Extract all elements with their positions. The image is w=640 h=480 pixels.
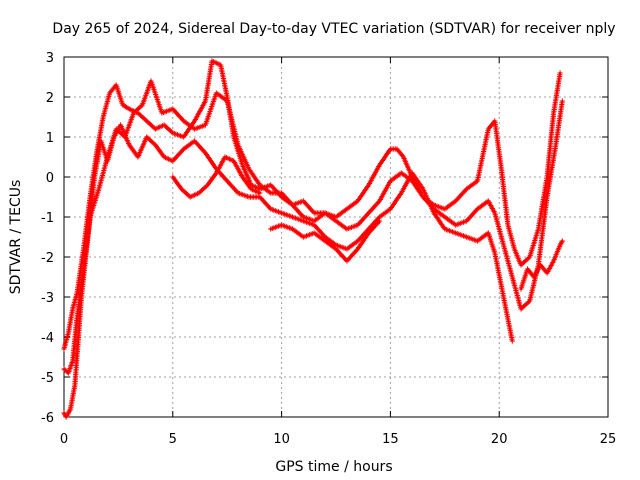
x-tick-label: 10 [273,432,290,447]
y-tick-label: 1 [46,131,54,146]
series-markers [268,218,383,264]
series-track-d [170,154,263,200]
series-track-f [518,238,565,292]
x-tick-label: 0 [60,432,68,447]
y-axis-label: SDTVAR / TECUs [8,180,24,295]
y-tick-label: -2 [41,251,54,266]
y-tick-label: -4 [41,331,54,346]
y-tick-label: -1 [41,211,54,226]
series-track-a [61,58,563,352]
y-tick-label: -3 [41,291,54,306]
x-tick-label: 15 [382,432,399,447]
y-tick-label: 2 [46,91,54,106]
series-trail [62,123,514,419]
plot-frame [63,56,609,418]
x-axis-label: GPS time / hours [275,459,392,475]
y-tick-label: 3 [46,51,54,66]
y-tick-label: 0 [46,171,54,186]
series-track-e [268,218,383,264]
series-track-c [61,122,515,420]
x-tick-label: 5 [169,432,177,447]
data-series [61,58,565,420]
series-markers [61,122,515,420]
y-tick-label: -6 [41,411,54,426]
grid [64,57,608,417]
x-tick-label: 25 [600,432,617,447]
x-tick-label: 20 [491,432,508,447]
series-markers [170,154,263,200]
y-tick-label: -5 [41,371,54,386]
chart-title: Day 265 of 2024, Sidereal Day-to-day VTE… [52,21,615,37]
series-markers [61,58,563,352]
series-markers [518,238,565,292]
